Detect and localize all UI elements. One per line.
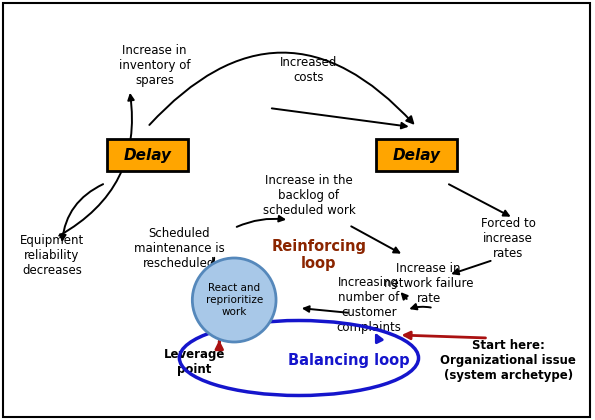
Text: Delay: Delay (124, 147, 171, 163)
Text: Scheduled
maintenance is
rescheduled: Scheduled maintenance is rescheduled (134, 226, 225, 270)
Text: Increase in
inventory of
spares: Increase in inventory of spares (119, 44, 190, 87)
Text: Increase in
network failure
rate: Increase in network failure rate (384, 262, 473, 304)
Text: Increasing
number of
customer
complaints: Increasing number of customer complaints (336, 276, 401, 334)
Text: Leverage
point: Leverage point (164, 348, 225, 376)
Text: Increased
costs: Increased costs (280, 56, 337, 84)
Text: Start here:
Organizational issue
(system archetype): Start here: Organizational issue (system… (440, 339, 576, 381)
Text: React and
reprioritize
work: React and reprioritize work (205, 284, 263, 317)
Text: Balancing loop: Balancing loop (288, 352, 409, 368)
Text: Reinforcing
loop: Reinforcing loop (271, 239, 367, 271)
Text: Equipment
reliability
decreases: Equipment reliability decreases (20, 234, 84, 276)
FancyBboxPatch shape (107, 139, 189, 171)
Text: Delay: Delay (393, 147, 440, 163)
Text: Increase in the
backlog of
scheduled work: Increase in the backlog of scheduled wor… (262, 173, 355, 216)
FancyBboxPatch shape (375, 139, 458, 171)
Ellipse shape (192, 258, 276, 342)
Text: Forced to
increase
rates: Forced to increase rates (481, 216, 536, 260)
